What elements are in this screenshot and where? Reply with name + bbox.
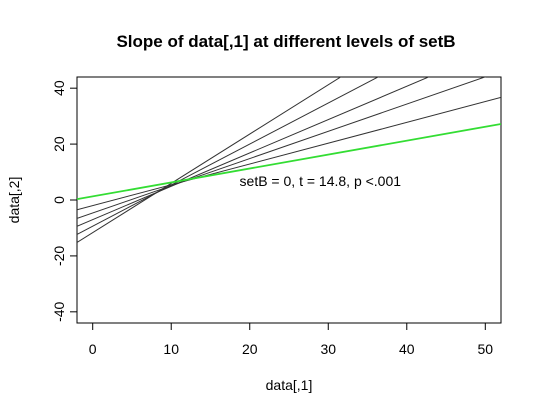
x-tick-label: 50 — [478, 341, 494, 357]
y-tick-label: -40 — [51, 301, 67, 321]
y-tick-label: 0 — [51, 196, 67, 204]
slope-line — [77, 77, 380, 235]
y-axis-label: data[,2] — [6, 177, 22, 224]
highlight-slope-line — [77, 123, 501, 201]
x-tick-label: 0 — [89, 341, 97, 357]
slope-line — [77, 77, 342, 243]
slope-line — [77, 96, 501, 211]
y-axis: -40 -20 0 20 40 — [51, 80, 77, 322]
plot-area — [77, 77, 501, 243]
x-axis-label: data[,1] — [266, 377, 313, 393]
slope-line — [77, 77, 430, 227]
x-tick-label: 10 — [163, 341, 179, 357]
x-axis: 0 10 20 30 40 50 — [89, 323, 493, 357]
annotation-label: setB = 0, t = 14.8, p <.001 — [240, 173, 402, 189]
x-tick-label: 30 — [320, 341, 336, 357]
chart-title: Slope of data[,1] at different levels of… — [116, 32, 455, 51]
slope-line — [77, 77, 487, 219]
y-tick-label: -20 — [51, 246, 67, 266]
y-tick-label: 20 — [51, 136, 67, 152]
y-tick-label: 40 — [51, 80, 67, 96]
series-lines — [77, 77, 501, 243]
x-tick-label: 40 — [399, 341, 415, 357]
x-tick-label: 20 — [242, 341, 258, 357]
